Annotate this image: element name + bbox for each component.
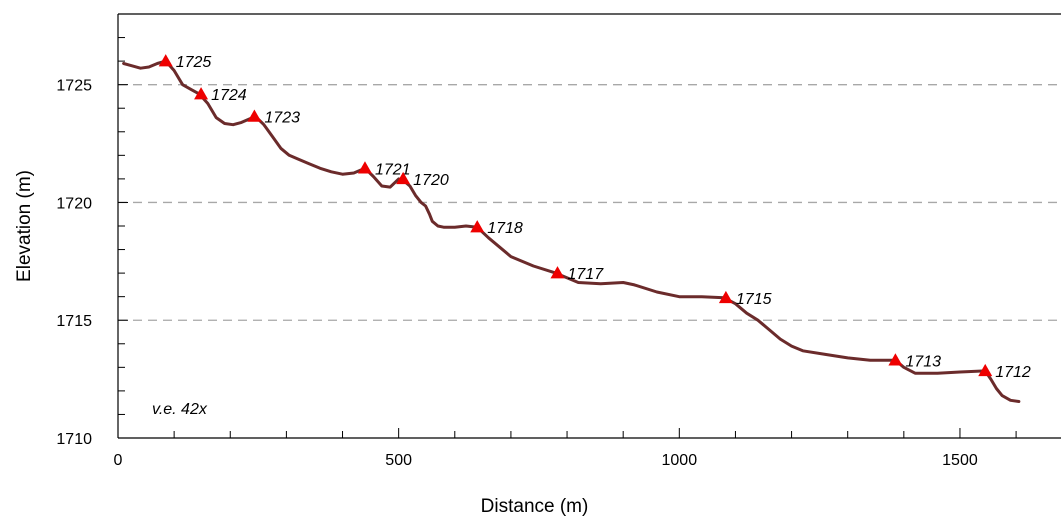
elevation-marker-label: 1724 (211, 87, 247, 104)
elevation-marker-label: 1721 (375, 161, 411, 178)
y-tick-label: 1715 (56, 313, 92, 330)
elevation-marker-label: 1718 (487, 220, 523, 237)
elevation-marker (718, 290, 733, 304)
elevation-marker-label: 1712 (995, 364, 1031, 381)
elevation-marker-label: 1720 (413, 172, 449, 189)
x-axis-title: Distance (m) (481, 496, 589, 517)
elevation-marker-label: 1717 (568, 266, 605, 283)
elevation-marker-label: 1723 (264, 109, 300, 126)
axis-ticks: 0 500 1000 1500 1710 1715 1720 1725 (56, 37, 1017, 469)
elevation-marker (550, 266, 565, 279)
y-axis-title: Elevation (m) (14, 170, 35, 282)
x-tick-label: 500 (385, 452, 412, 469)
elevation-marker-label: 1713 (905, 353, 941, 370)
elevation-marker (470, 220, 485, 233)
elevation-profile (122, 59, 1021, 403)
x-tick-label: 1000 (662, 452, 698, 469)
elevation-marker (357, 161, 372, 174)
elevation-marker (194, 87, 209, 100)
profile-line (122, 59, 1021, 403)
elevation-marker (247, 109, 262, 122)
grid-lines (118, 84, 1061, 321)
elevation-marker-label: 1715 (736, 291, 772, 308)
vertical-exaggeration-note: v.e. 42x (152, 401, 208, 418)
elevation-marker-label: 1725 (176, 54, 212, 71)
y-tick-label: 1725 (56, 78, 92, 95)
elevation-marker (888, 353, 903, 366)
elevation-marker (158, 54, 173, 67)
elevation-marker (396, 171, 411, 185)
y-tick-label: 1720 (56, 195, 92, 212)
x-tick-label: 1500 (942, 452, 978, 469)
x-tick-label: 0 (114, 452, 123, 469)
y-tick-label: 1710 (56, 431, 92, 448)
elevation-marker (978, 363, 993, 377)
